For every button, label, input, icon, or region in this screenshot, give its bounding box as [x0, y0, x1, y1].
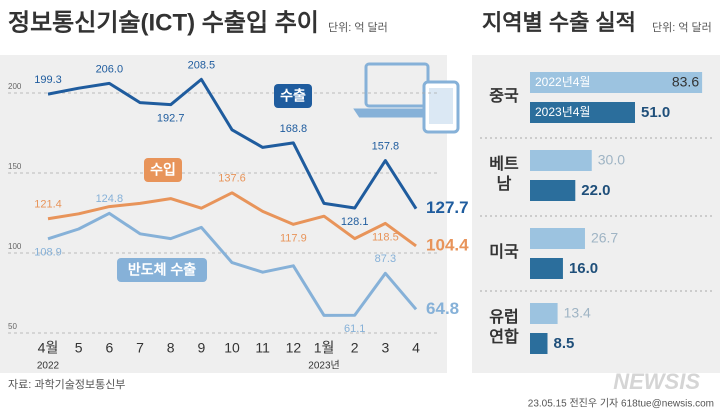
value-label: 157.8 — [372, 140, 400, 152]
y-tick-label: 150 — [8, 162, 22, 171]
y-tick-label: 200 — [8, 82, 22, 91]
category-label: 유럽 연합 — [489, 309, 519, 346]
bar — [530, 72, 703, 93]
value-label: 26.7 — [591, 230, 618, 246]
bar — [530, 258, 563, 279]
value-label: 117.9 — [280, 232, 307, 244]
legend-label: 2022년4월 — [535, 75, 590, 89]
source: 자료: 과학기술정보통신부 — [8, 378, 125, 391]
y-tick-label: 100 — [8, 242, 22, 251]
x-tick-label: 7 — [136, 340, 144, 356]
x-tick-label: 9 — [197, 340, 205, 356]
bar — [530, 303, 558, 324]
x-tick-label: 11 — [255, 340, 270, 356]
x-tick-label: 2 — [351, 340, 359, 356]
series-name: 수입 — [150, 162, 176, 178]
value-label: 51.0 — [641, 104, 670, 121]
x-tick-label: 3 — [381, 340, 389, 356]
series-name: 반도체 수출 — [128, 262, 196, 278]
value-label: 83.6 — [672, 74, 699, 90]
value-label: 64.8 — [426, 299, 459, 318]
x-tick-label: 1월 — [314, 340, 335, 356]
value-label: 137.6 — [218, 173, 246, 185]
value-label: 8.5 — [554, 335, 575, 352]
legend-label: 2023년4월 — [535, 105, 590, 119]
value-label: 199.3 — [34, 74, 62, 86]
value-label: 61.1 — [344, 323, 365, 335]
value-label: 192.7 — [157, 113, 185, 125]
value-label: 168.8 — [280, 123, 308, 135]
credit: 23.05.15 전진우 기자 618tue@newsis.com — [528, 398, 714, 410]
chart-title: 정보통신기술(ICT) 수출입 추이 — [8, 9, 319, 36]
series-line — [47, 211, 418, 317]
device-icon — [353, 62, 460, 134]
value-label: 30.0 — [598, 152, 625, 168]
category-label: 베트남 — [489, 156, 519, 193]
category-label: 중국 — [489, 88, 519, 105]
value-label: 208.5 — [188, 59, 216, 71]
x-tick-label: 12 — [286, 340, 302, 356]
value-label: 128.1 — [341, 216, 369, 228]
bar — [530, 180, 576, 201]
category-label: 미국 — [489, 244, 519, 261]
x-tick-label: 8 — [167, 340, 175, 356]
x-tick-label: 4 — [412, 340, 420, 356]
series-badge — [144, 158, 182, 182]
value-label: 87.3 — [375, 253, 396, 265]
series-line — [47, 77, 418, 210]
year-label: 2023년 — [308, 360, 339, 372]
bar — [530, 333, 548, 354]
value-label: 206.0 — [96, 63, 124, 75]
value-label: 104.4 — [426, 235, 469, 254]
unit: 단위: 억 달러 — [652, 21, 712, 34]
value-label: 22.0 — [581, 182, 610, 199]
watermark: NEWSIS — [613, 369, 700, 394]
bar — [530, 228, 585, 249]
value-label: 16.0 — [569, 260, 598, 277]
y-tick-label: 50 — [8, 322, 17, 331]
series-line — [47, 191, 417, 248]
series-badge — [117, 258, 207, 282]
bar — [530, 150, 592, 171]
series-name: 수출 — [280, 88, 306, 104]
bar — [530, 102, 635, 123]
x-tick-label: 4월 — [38, 340, 59, 356]
left-panel — [0, 55, 447, 373]
value-label: 118.5 — [372, 231, 399, 243]
chart-title: 지역별 수출 실적 — [482, 10, 636, 35]
value-label: 108.9 — [34, 247, 62, 259]
value-label: 124.8 — [96, 193, 124, 205]
value-label: 121.4 — [34, 199, 62, 211]
unit: 단위: 억 달러 — [328, 21, 388, 34]
year-label: 2022 — [37, 361, 60, 372]
series-badge — [274, 84, 312, 108]
x-tick-label: 6 — [105, 340, 113, 356]
value-label: 127.7 — [426, 198, 469, 217]
value-label: 13.4 — [564, 305, 591, 321]
x-tick-label: 5 — [75, 340, 83, 356]
x-tick-label: 10 — [224, 340, 240, 356]
